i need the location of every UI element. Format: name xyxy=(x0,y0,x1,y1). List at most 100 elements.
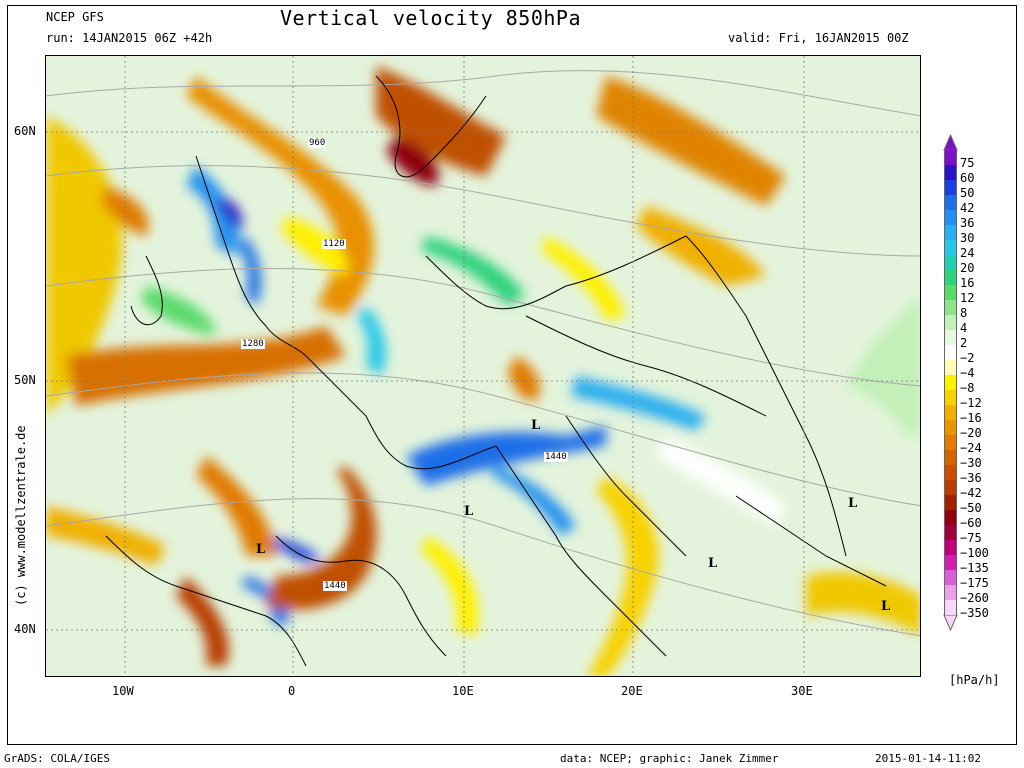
lat-label-60n: 60N xyxy=(14,124,36,138)
legend-swatch xyxy=(944,405,957,420)
lat-label-50n: 50N xyxy=(14,373,36,387)
legend-swatch xyxy=(944,330,957,345)
footer-software: GrADS: COLA/IGES xyxy=(4,752,110,765)
lon-label-0: 0 xyxy=(288,684,296,698)
contour-label-1280: 1280 xyxy=(241,339,265,349)
legend-label: 20 xyxy=(960,261,975,275)
legend-swatch xyxy=(944,270,957,285)
legend-swatch xyxy=(944,525,957,540)
legend-item: −260 xyxy=(938,585,1018,604)
legend-item: −16 xyxy=(938,405,1018,424)
legend-label: −20 xyxy=(960,426,982,440)
map-title: Vertical velocity 850hPa xyxy=(280,6,581,30)
legend-swatch xyxy=(944,180,957,195)
lat-label-40n: 40N xyxy=(14,622,36,636)
legend-label: −100 xyxy=(960,546,989,560)
low-pressure-marker: L xyxy=(848,496,858,511)
legend-item: −100 xyxy=(938,540,1018,559)
low-pressure-marker: L xyxy=(531,418,541,433)
legend-swatch xyxy=(944,450,957,465)
legend-swatch xyxy=(944,390,957,405)
legend-item: −30 xyxy=(938,450,1018,469)
legend-item: 30 xyxy=(938,225,1018,244)
legend-label: −135 xyxy=(960,561,989,575)
legend-item: 60 xyxy=(938,165,1018,184)
legend-label: −60 xyxy=(960,516,982,530)
geopotential-contours xyxy=(46,70,920,637)
legend-swatch xyxy=(944,375,957,390)
legend-swatch xyxy=(944,345,957,360)
legend-swatch xyxy=(944,585,957,600)
legend-swatch xyxy=(944,300,957,315)
legend-label: −50 xyxy=(960,501,982,515)
legend-item: 2 xyxy=(938,330,1018,349)
legend-item: 50 xyxy=(938,180,1018,199)
legend-swatch xyxy=(944,240,957,255)
legend-label: 60 xyxy=(960,171,975,185)
color-legend: 75 60 50 42 36 30 24 20 16 12 8 4 2 −2 −4 −8 −12 −16 −20 −2… xyxy=(938,133,1018,635)
legend-swatch xyxy=(944,285,957,300)
legend-label: −12 xyxy=(960,396,982,410)
legend-item: 24 xyxy=(938,240,1018,259)
legend-label: −30 xyxy=(960,456,982,470)
contour-label-1440-a: 1440 xyxy=(544,452,568,462)
legend-label: −24 xyxy=(960,441,982,455)
contour-label-1120: 1120 xyxy=(322,239,346,249)
run-info: run: 14JAN2015 06Z +42h xyxy=(46,31,213,45)
coastlines-borders xyxy=(105,75,887,667)
legend-label: 30 xyxy=(960,231,975,245)
legend-label: 50 xyxy=(960,186,975,200)
legend-label: −8 xyxy=(960,381,975,395)
legend-swatch xyxy=(944,360,957,375)
legend-swatch xyxy=(944,315,957,330)
contour-label-960: 960 xyxy=(308,138,327,148)
legend-label: 36 xyxy=(960,216,975,230)
footer-timestamp: 2015-01-14-11:02 xyxy=(875,752,981,765)
lon-label-20e: 20E xyxy=(621,684,643,698)
legend-label: 75 xyxy=(960,156,975,170)
legend-label: −36 xyxy=(960,471,982,485)
legend-item: −20 xyxy=(938,420,1018,439)
graticule xyxy=(46,56,920,676)
legend-item: 4 xyxy=(938,315,1018,334)
legend-label: 12 xyxy=(960,291,975,305)
legend-swatch xyxy=(944,420,957,435)
legend-item: 36 xyxy=(938,210,1018,229)
legend-swatch xyxy=(944,495,957,510)
legend-item: −175 xyxy=(938,570,1018,589)
legend-label: −2 xyxy=(960,351,975,365)
legend-item: 42 xyxy=(938,195,1018,214)
legend-swatch xyxy=(944,165,957,180)
copyright-credit: (c) www.modellzentrale.de xyxy=(14,425,28,606)
low-pressure-marker: L xyxy=(256,542,266,557)
model-name: NCEP GFS xyxy=(46,10,104,24)
legend-item: −4 xyxy=(938,360,1018,379)
legend-unit: [hPa/h] xyxy=(949,673,1000,687)
legend-swatch xyxy=(944,255,957,270)
legend-item: −8 xyxy=(938,375,1018,394)
legend-swatch xyxy=(944,210,957,225)
legend-label: 4 xyxy=(960,321,968,335)
legend-item: −135 xyxy=(938,555,1018,574)
legend-label: 8 xyxy=(960,306,968,320)
legend-swatch xyxy=(944,195,957,210)
legend-label: 16 xyxy=(960,276,975,290)
valid-time: valid: Fri, 16JAN2015 00Z xyxy=(728,31,909,45)
lon-label-10w: 10W xyxy=(112,684,134,698)
legend-label: −260 xyxy=(960,591,989,605)
low-pressure-marker: L xyxy=(708,556,718,571)
legend-item: −42 xyxy=(938,480,1018,499)
legend-swatch xyxy=(944,435,957,450)
legend-item: −75 xyxy=(938,525,1018,544)
legend-label: −175 xyxy=(960,576,989,590)
legend-swatch xyxy=(944,150,957,165)
legend-swatch xyxy=(944,225,957,240)
legend-item: 12 xyxy=(938,285,1018,304)
legend-label: −4 xyxy=(960,366,975,380)
footer-data-credit: data: NCEP; graphic: Janek Zimmer xyxy=(560,752,779,765)
vertical-velocity-map: 960 1120 1280 1440 1440 L L L L L L xyxy=(45,55,921,677)
legend-swatch xyxy=(944,510,957,525)
legend-item: −350 xyxy=(938,600,1018,619)
legend-label: −350 xyxy=(960,606,989,620)
legend-item: −2 xyxy=(938,345,1018,364)
